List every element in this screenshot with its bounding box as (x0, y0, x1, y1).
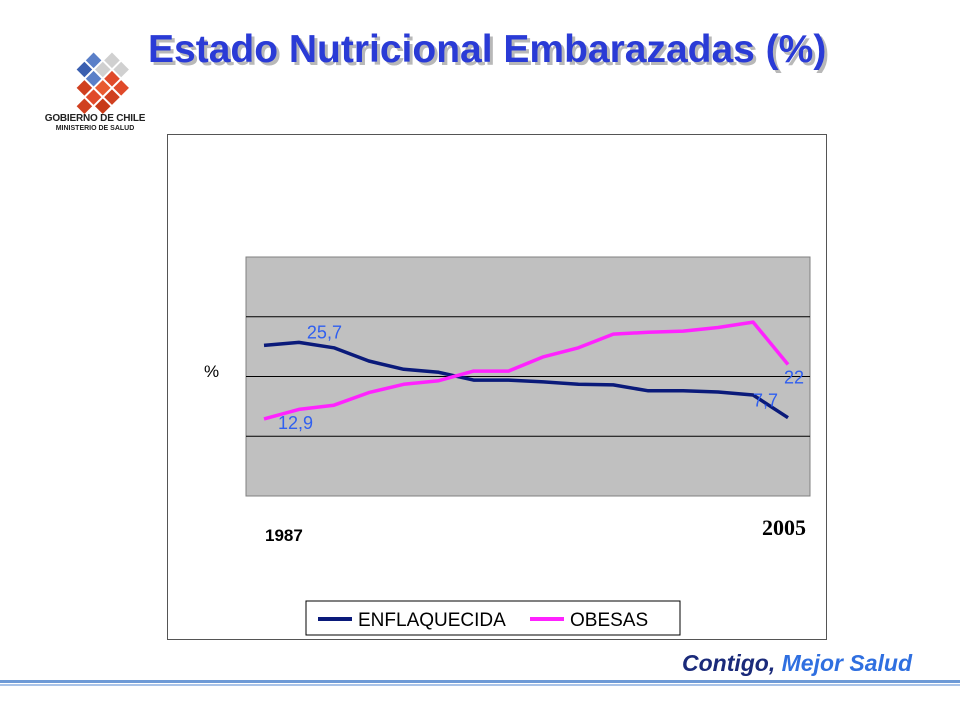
series-line-obesas (263, 320, 790, 421)
footer-rule (0, 680, 960, 683)
slogan-contigo: Contigo, (682, 650, 776, 676)
legend-entry: ENFLAQUECIDA (358, 610, 506, 631)
legend-entry: OBESAS (570, 610, 648, 631)
series-line-enflaquecida (263, 340, 789, 420)
line-chart: 25,7 12,9 22 7,7% 1987 2005 ENFLAQUECIDA OBESAS (204, 256, 811, 636)
logo-text-ministerio: MINISTERIO DE SALUD (55, 125, 135, 132)
data-label: 22 (784, 368, 804, 388)
chart-frame: 25,7 12,9 22 7,7% 1987 2005 ENFLAQUECIDA OBESAS (167, 134, 827, 640)
x-axis-start-label: 1987 (265, 526, 303, 545)
page-title: Estado Nutricional Embarazadas (%) (148, 28, 827, 71)
slogan-mejor-salud: Mejor Salud (781, 650, 912, 676)
data-label: 12,9 (278, 413, 313, 433)
footer-slogan: Contigo, Mejor Salud (682, 650, 912, 677)
data-label: 7,7 (753, 391, 778, 411)
y-axis-label: % (204, 362, 219, 381)
legend-box (305, 600, 681, 636)
data-label: 25,7 (307, 322, 342, 342)
logo-text-gobierno: GOBIERNO DE CHILE (44, 113, 146, 124)
footer-rule-light (0, 684, 960, 686)
x-axis-end-label: 2005 (762, 515, 806, 540)
gobierno-de-chile-logo (76, 52, 129, 115)
